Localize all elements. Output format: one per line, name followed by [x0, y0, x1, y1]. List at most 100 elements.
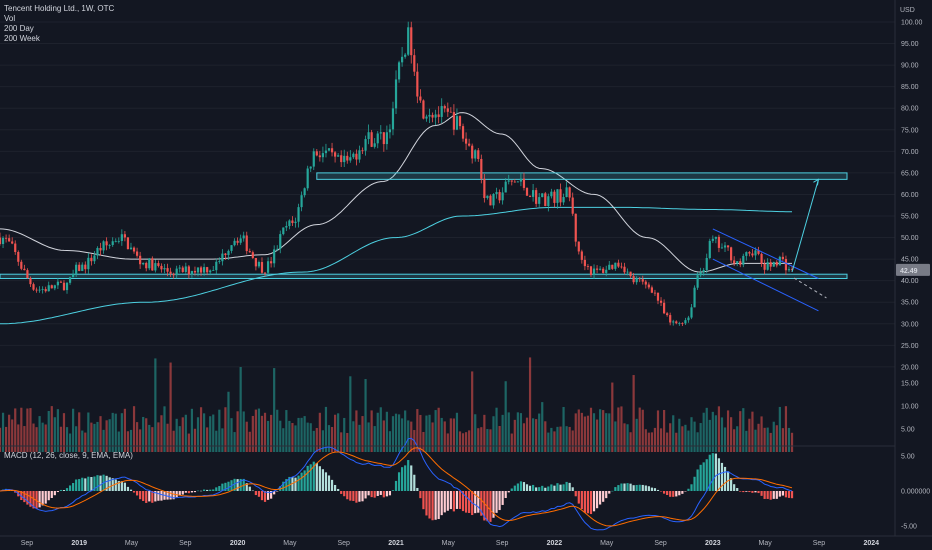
candle-body: [571, 197, 574, 214]
candle-body: [510, 180, 513, 182]
macd-histogram-bar: [553, 485, 556, 491]
volume-bar: [757, 423, 760, 452]
price-tick-label: 70.00: [901, 149, 919, 156]
trend-channel[interactable]: [712, 178, 827, 312]
projection-arrow-line[interactable]: [791, 179, 819, 273]
volume-bar: [203, 413, 206, 452]
macd-histogram-bar: [422, 491, 425, 510]
month-tick-label: May: [125, 540, 139, 547]
candle-body: [723, 245, 727, 248]
macd-histogram-bar: [784, 491, 788, 498]
macd-histogram-bar: [684, 491, 687, 492]
candle-body: [102, 241, 105, 251]
volume-bar: [266, 420, 270, 452]
candle-body: [105, 241, 108, 246]
support-zone[interactable]: [0, 273, 848, 280]
candle-body: [172, 273, 175, 276]
macd-histogram-bar: [678, 491, 681, 496]
candle-body: [139, 255, 142, 265]
macd-histogram-bar: [690, 484, 693, 491]
macd-legend[interactable]: MACD (12, 26, close, 9, EMA, EMA): [4, 451, 133, 460]
candle-body: [766, 262, 769, 270]
candle-body: [221, 253, 224, 262]
macd-histogram-bar: [781, 491, 784, 496]
volume-indicator-label[interactable]: Vol: [4, 14, 16, 23]
candle-body: [498, 192, 501, 201]
volume-bar: [358, 424, 361, 452]
macd-histogram-bar: [535, 487, 538, 491]
price-tick-label: 60.00: [901, 192, 919, 199]
candle-body: [364, 139, 367, 151]
candle-body: [166, 268, 169, 272]
symbol-title[interactable]: Tencent Holding Ltd., 1W, OTC: [4, 4, 115, 13]
volume-bar: [294, 425, 297, 452]
price-zones[interactable]: [0, 172, 848, 280]
candle-body: [574, 213, 577, 242]
volume-bar: [142, 416, 145, 452]
macd-histogram-bar: [391, 490, 395, 491]
volume-bar: [666, 432, 669, 452]
macd-histogram-bar: [733, 484, 736, 491]
volume-bar: [407, 420, 410, 452]
volume-bar: [535, 419, 538, 452]
volume-bar: [11, 419, 14, 452]
macd-histogram-bar: [288, 476, 291, 491]
volume-bar: [260, 415, 264, 452]
volume-bar: [324, 406, 328, 452]
volume-bar: [425, 415, 428, 452]
volume-bar: [352, 421, 355, 452]
macd-histogram-bar: [696, 469, 699, 491]
volume-bar: [233, 432, 236, 452]
candlesticks: [0, 21, 794, 327]
last-price-badge[interactable]: [896, 263, 930, 276]
candle-body: [279, 234, 282, 249]
volume-bar: [56, 409, 59, 452]
macd-histogram-bar: [297, 475, 300, 491]
volume-bar: [440, 417, 443, 452]
volume-bar: [745, 430, 748, 452]
ma-200-week-label[interactable]: 200 Week: [4, 34, 40, 43]
macd-histogram-bar: [775, 491, 778, 499]
candle-body: [1, 237, 5, 245]
macd-histogram-bar: [705, 459, 708, 491]
candle-body: [480, 158, 483, 179]
candle-body: [309, 166, 312, 169]
candle-body: [562, 197, 565, 203]
macd-histogram-bar: [510, 488, 513, 491]
macd-histogram-bar: [556, 483, 559, 491]
macd-histogram-bar: [650, 487, 654, 491]
candle-body: [26, 270, 29, 279]
volume-bar: [422, 431, 425, 452]
volume-bar: [480, 427, 483, 452]
macd-histogram-bar: [605, 491, 608, 499]
price-tick-label: 45.00: [901, 257, 919, 264]
resistance-zone[interactable]: [316, 172, 848, 180]
volume-bar: [626, 424, 629, 452]
candle-body: [233, 240, 236, 246]
macd-histogram-bar: [65, 488, 69, 491]
channel-lower-line[interactable]: [712, 258, 819, 312]
volume-bar: [75, 426, 78, 452]
volume-bar: [29, 408, 32, 452]
volume-bar: [4, 426, 8, 452]
volume-bar: [218, 409, 221, 452]
channel-upper-line[interactable]: [712, 228, 819, 279]
price-axis[interactable]: USD 100.00 95.00 90.00 85.00 80.00 75.00 70.00 6…: [894, 0, 932, 550]
macd-histogram-bar: [285, 479, 288, 491]
candle-body: [623, 266, 626, 273]
candle-body: [495, 192, 498, 195]
ma-200-day-label[interactable]: 200 Day: [4, 24, 34, 33]
candle-body: [306, 168, 309, 189]
candle-body: [78, 264, 81, 271]
macd-histogram-bar: [190, 491, 194, 493]
candle-body: [263, 272, 267, 274]
volume-bar: [504, 381, 507, 452]
volume-bar: [565, 426, 568, 452]
macd-histogram-bar: [787, 491, 791, 498]
macd-histogram-bar: [568, 482, 571, 491]
volume-bar: [632, 375, 635, 452]
candle-body: [337, 155, 340, 157]
macd-histogram-bar: [586, 491, 590, 514]
time-axis[interactable]: Sep 2019 May Sep 2020 May Sep 2021 May Sep 2022 May…: [0, 535, 932, 547]
